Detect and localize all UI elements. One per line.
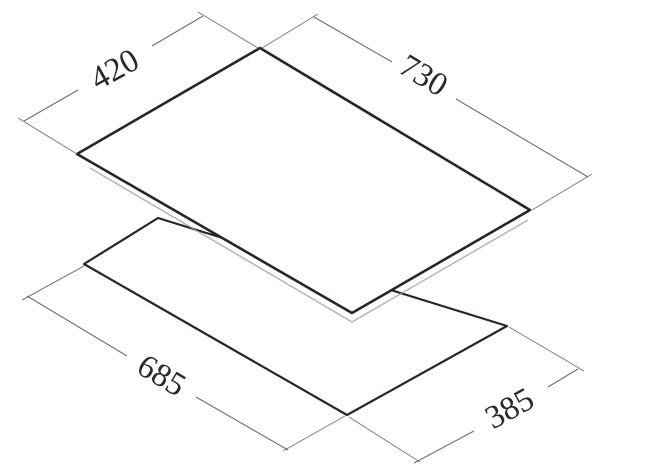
dim-730-extension-left bbox=[261, 13, 319, 49]
dim-420-line-b bbox=[151, 15, 204, 47]
cutout-outline bbox=[82, 216, 509, 417]
hob-top-outline bbox=[75, 46, 532, 315]
dim-685-line-b bbox=[195, 396, 289, 451]
dim-685-extension-bottom bbox=[282, 415, 346, 452]
dim-685-extension-top bbox=[21, 265, 85, 301]
dim-385-line-b bbox=[413, 430, 475, 464]
dim-385-extension-bottom bbox=[348, 416, 421, 463]
dim-685-line-a bbox=[26, 295, 128, 357]
dim-730-label: 730 bbox=[393, 48, 454, 104]
dim-685-label: 685 bbox=[131, 348, 192, 404]
dim-385-extension-top bbox=[508, 326, 585, 372]
dim-730-line-a bbox=[313, 16, 393, 63]
dim-385-line-a bbox=[547, 368, 579, 388]
dim-730-line-b bbox=[455, 98, 589, 178]
dim-420-label: 420 bbox=[84, 42, 145, 97]
dim-420-extension-right bbox=[197, 11, 259, 49]
dim-385-label: 385 bbox=[479, 381, 540, 436]
dim-420-line-a bbox=[23, 89, 79, 122]
hob-top-edge-shadow bbox=[89, 167, 529, 323]
dim-420-extension-left bbox=[17, 117, 78, 155]
dim-730-extension-right bbox=[531, 173, 593, 211]
